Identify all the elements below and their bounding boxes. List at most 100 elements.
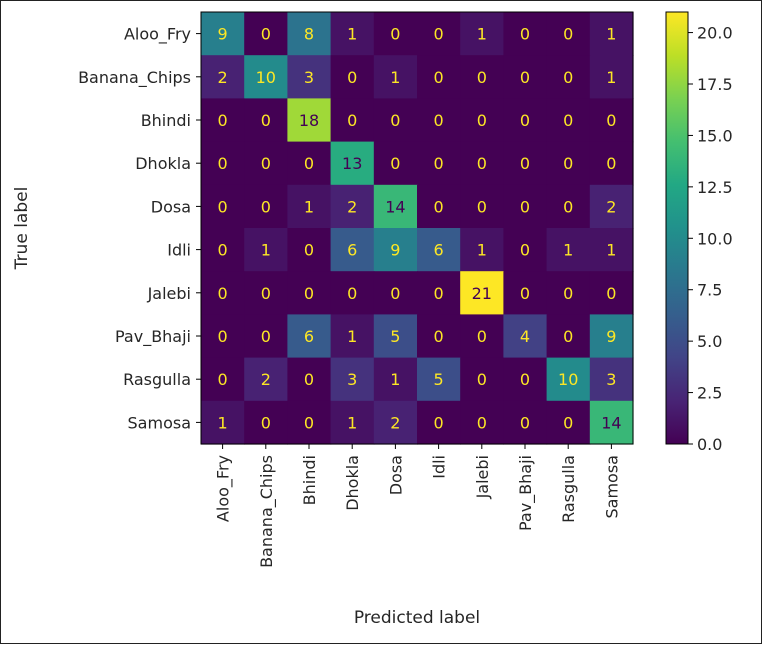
heatmap-cell — [503, 141, 548, 186]
x-tick-label: Bhindi — [300, 455, 319, 505]
cell-value: 0 — [434, 154, 444, 173]
x-axis-label: Predicted label — [354, 608, 480, 628]
colorbar-tick-label: 2.5 — [697, 384, 722, 403]
cell-value: 2 — [390, 413, 400, 432]
cell-value: 0 — [434, 327, 444, 346]
cell-value: 0 — [304, 370, 314, 389]
cell-value: 9 — [390, 241, 400, 260]
cell-value: 21 — [472, 284, 492, 303]
heatmap-cell — [244, 400, 288, 445]
cell-value: 5 — [390, 327, 400, 346]
cell-value: 3 — [304, 68, 314, 87]
heatmap-cell — [589, 141, 634, 186]
heatmap-cell — [287, 98, 332, 143]
cell-value: 1 — [477, 25, 487, 44]
heatmap-cell — [460, 314, 504, 359]
cell-value: 1 — [304, 197, 314, 216]
cell-value: 0 — [390, 154, 400, 173]
heatmap-cell — [417, 400, 461, 445]
heatmap-cell — [287, 400, 332, 445]
cell-value: 2 — [347, 197, 357, 216]
colorbar — [665, 11, 689, 445]
heatmap-cell — [287, 357, 332, 402]
heatmap-cell — [201, 357, 245, 402]
cell-value: 0 — [390, 25, 400, 44]
heatmap-cell — [373, 314, 418, 359]
heatmap-cell — [287, 184, 332, 229]
cell-value: 0 — [261, 25, 271, 44]
cell-value: 0 — [304, 241, 314, 260]
heatmap-cell — [287, 12, 332, 56]
heatmap-cell — [373, 357, 418, 402]
cell-value: 0 — [434, 413, 444, 432]
heatmap-cell — [373, 271, 418, 315]
cell-value: 0 — [434, 68, 444, 87]
heatmap-cell — [373, 184, 418, 229]
cell-value: 8 — [304, 25, 314, 44]
heatmap-cell — [460, 271, 504, 315]
heatmap-cell — [417, 314, 461, 359]
cell-value: 0 — [520, 413, 530, 432]
heatmap-cell — [589, 55, 634, 99]
y-tick-label: Aloo_Fry — [124, 25, 191, 45]
cell-value: 0 — [563, 197, 573, 216]
heatmap-cell — [330, 141, 375, 186]
x-tick-label: Idli — [430, 455, 449, 479]
heatmap-cell — [201, 314, 245, 359]
y-tick-label: Dosa — [151, 197, 191, 216]
y-tick-label: Banana_Chips — [78, 68, 191, 88]
cell-value: 3 — [347, 370, 357, 389]
heatmap-cell — [330, 184, 375, 229]
cell-value: 0 — [477, 68, 487, 87]
heatmap-cell — [546, 98, 591, 143]
heatmap-cell — [373, 55, 418, 99]
cell-value: 0 — [261, 284, 271, 303]
heatmap-cell — [503, 228, 548, 272]
cell-value: 0 — [218, 241, 228, 260]
heatmap-cell — [373, 400, 418, 445]
heatmap-cell — [373, 12, 418, 56]
cell-value: 4 — [520, 327, 530, 346]
heatmap-cell — [330, 400, 375, 445]
heatmap-cell — [201, 55, 245, 99]
heatmap-cell — [503, 55, 548, 99]
cell-value: 0 — [606, 111, 616, 130]
cell-value: 0 — [477, 111, 487, 130]
heatmap-cell — [244, 12, 288, 56]
heatmap-cell — [244, 314, 288, 359]
colorbar-ticks: 0.0 2.5 5.0 7.5 10.0 12.5 15.0 17.5 20.0 — [688, 24, 733, 454]
heatmap-cell — [287, 314, 332, 359]
cell-value: 0 — [434, 197, 444, 216]
heatmap-cell — [201, 12, 245, 56]
x-tick-label: Dhokla — [343, 455, 362, 511]
cell-value: 0 — [261, 111, 271, 130]
cell-value: 2 — [261, 370, 271, 389]
cell-value: 0 — [520, 241, 530, 260]
heatmap-cells — [201, 12, 634, 445]
cell-value: 0 — [563, 154, 573, 173]
cell-value: 0 — [261, 327, 271, 346]
heatmap-cell — [244, 228, 288, 272]
heatmap-cell — [460, 400, 504, 445]
heatmap-cell — [244, 98, 288, 143]
cell-value: 0 — [304, 284, 314, 303]
heatmap-cell — [460, 357, 504, 402]
cell-value: 0 — [390, 284, 400, 303]
cell-value: 0 — [218, 111, 228, 130]
colorbar-tick-label: 5.0 — [697, 332, 722, 351]
heatmap-cell — [417, 141, 461, 186]
cell-value: 0 — [606, 284, 616, 303]
cell-value: 0 — [477, 327, 487, 346]
heatmap-cell — [330, 228, 375, 272]
cell-value: 10 — [256, 68, 276, 87]
cell-value: 0 — [563, 68, 573, 87]
heatmap-cell — [546, 184, 591, 229]
cell-value: 0 — [261, 413, 271, 432]
heatmap-cell — [244, 184, 288, 229]
y-tick-label: Rasgulla — [123, 370, 191, 389]
heatmap-cell — [589, 12, 634, 56]
cell-value: 0 — [347, 111, 357, 130]
heatmap-cell — [503, 314, 548, 359]
